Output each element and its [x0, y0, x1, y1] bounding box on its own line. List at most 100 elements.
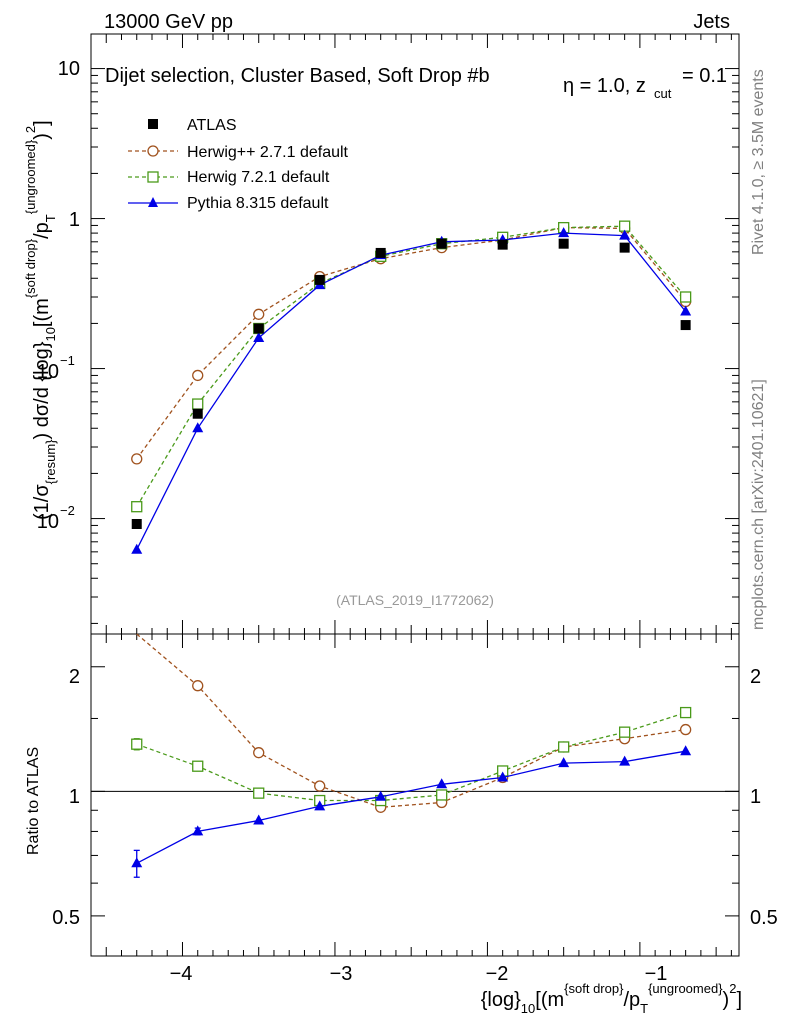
legend-marker-herwig7: [147, 171, 159, 183]
main-point-atlas: [680, 320, 691, 331]
ratio-point-pythia: [131, 857, 143, 868]
ratio-point-herwigpp: [314, 780, 326, 792]
legend-item-pythia: Pythia 8.315 default: [128, 195, 329, 212]
main-point-atlas: [558, 238, 569, 249]
plot-title-eta: η = 1.0, z: [563, 75, 646, 97]
main-series-atlas: [131, 238, 691, 529]
x-tick--4: −4: [170, 963, 193, 985]
ratio-point-herwig7: [436, 789, 448, 801]
ratio-point-herwigpp: [679, 723, 692, 736]
ratio-point-pythia: [619, 755, 631, 766]
ratio-point-pythia: [314, 800, 326, 811]
main-series-herwig7: [131, 220, 692, 513]
main-point-atlas: [192, 408, 203, 419]
main-point-atlas: [253, 323, 264, 334]
svg-text:{log}10[(m{soft drop}/pT{ungro: {log}10[(m{soft drop}/pT{ungroomed})2]: [481, 981, 742, 1016]
main-line-herwigpp: [136, 226, 687, 460]
header-left: 13000 GeV pp: [104, 11, 233, 33]
legend-label-atlas: ATLAS: [187, 117, 237, 134]
ratio-point-herwig7: [253, 787, 265, 799]
main-line-pythia: [136, 232, 687, 550]
ratio-point-herwig7: [618, 726, 631, 738]
header-right: Jets: [693, 11, 730, 33]
legend-item-herwig7: Herwig 7.2.1 default: [128, 169, 330, 186]
ratio-point-pythia: [436, 778, 448, 789]
plot-title-cut: cut: [654, 86, 672, 101]
svg-text:(1/σ{resum}) dσ/d {log}10[(m{s: (1/σ{resum}) dσ/d {log}10[(m{soft drop}/…: [23, 120, 58, 520]
ratio-point-herwigpp: [192, 680, 204, 692]
ratio-point-pythia: [497, 771, 509, 782]
ratio-point-herwig7: [192, 760, 204, 772]
legend-label-pythia: Pythia 8.315 default: [187, 195, 329, 212]
main-tick-0.01-exp: −2: [60, 503, 75, 518]
ratio-tick-2-right: 2: [750, 666, 761, 688]
main-point-atlas: [314, 274, 325, 285]
main-point-pythia: [619, 229, 631, 240]
ticks-layer: [90, 34, 739, 956]
ratio-series-herwigpp: [136, 633, 692, 813]
plot-title-tail: = 0.1: [682, 65, 727, 87]
main-series-pythia: [131, 227, 692, 554]
main-tick-1: 1: [69, 209, 80, 231]
main-point-pythia: [131, 543, 143, 554]
source-label: mcplots.cern.ch [arXiv:2401.10621]: [750, 379, 767, 630]
ratio-series-pythia: [131, 745, 692, 878]
main-point-atlas: [497, 239, 508, 250]
ratio-plot-frame: [90, 633, 740, 957]
main-tick-0.1: 10: [37, 361, 59, 383]
x-tick--2: −2: [486, 963, 509, 985]
main-series-herwigpp: [131, 221, 692, 465]
legend-label-herwig7: Herwig 7.2.1 default: [187, 169, 330, 186]
main-point-pythia: [253, 331, 265, 342]
ratio-point-pythia: [375, 790, 387, 801]
plot-title: Dijet selection, Cluster Based, Soft Dro…: [105, 65, 490, 87]
main-tick-10: 10: [58, 58, 80, 80]
y-axis-title-main: (1/σ{resum}) dσ/d {log}10[(m{soft drop}/…: [23, 120, 58, 520]
ratio-line-pythia: [136, 750, 686, 864]
legend-marker-atlas: [148, 119, 158, 129]
main-point-atlas: [131, 518, 142, 529]
main-point-atlas: [436, 238, 447, 249]
main-tick-0.01: 10: [37, 511, 59, 533]
x-tick--1: −1: [645, 963, 668, 985]
legend-marker-pythia: [148, 197, 158, 207]
rivet-label: Rivet 4.1.0, ≥ 3.5M events: [750, 69, 767, 255]
ratio-point-herwig7: [679, 706, 692, 719]
main-point-herwigpp: [253, 308, 265, 320]
main-point-herwig7: [131, 501, 143, 513]
main-point-herwigpp: [131, 453, 143, 465]
ratio-point-herwigpp: [253, 747, 265, 759]
ratio-point-pythia: [680, 745, 692, 756]
y-axis-title-ratio: Ratio to ATLAS: [25, 747, 42, 855]
main-point-herwig7: [679, 291, 692, 303]
main-point-herwigpp: [192, 369, 204, 382]
main-point-atlas: [375, 247, 386, 258]
ratio-point-pythia: [253, 814, 265, 825]
legend: ATLAS Herwig++ 2.7.1 default Herwig 7.2.…: [128, 117, 349, 212]
main-point-atlas: [619, 242, 630, 253]
marks-layer: [131, 220, 692, 878]
legend-item-herwigpp: Herwig++ 2.7.1 default: [128, 144, 349, 161]
main-line-herwig7: [136, 225, 687, 508]
main-point-herwig7: [192, 398, 204, 410]
ratio-tick-0.5-left: 0.5: [52, 907, 80, 929]
x-axis-title: {log}10[(m{soft drop}/pT{ungroomed})2]: [481, 981, 742, 1016]
ratio-tick-2-left: 2: [69, 666, 80, 688]
plot-title-main: Dijet selection, Cluster Based, Soft Dro…: [105, 65, 490, 87]
ratio-tick-1-right: 1: [750, 786, 761, 808]
main-point-pythia: [192, 422, 204, 433]
main-tick-0.1-exp: −1: [60, 353, 75, 368]
ratio-line-herwigpp: [136, 633, 686, 808]
legend-item-atlas: ATLAS: [148, 117, 237, 134]
analysis-label: (ATLAS_2019_I1772062): [336, 592, 494, 608]
ratio-tick-0.5-right: 0.5: [750, 907, 778, 929]
ratio-line-herwig7: [136, 711, 686, 802]
ratio-tick-1-left: 1: [69, 786, 80, 808]
ratio-point-pythia: [192, 825, 204, 836]
x-tick--3: −3: [330, 963, 353, 985]
legend-marker-herwigpp: [147, 145, 159, 157]
ratio-point-pythia: [558, 757, 570, 768]
ratio-point-herwig7: [131, 738, 143, 750]
ratio-point-herwig7: [558, 741, 570, 753]
